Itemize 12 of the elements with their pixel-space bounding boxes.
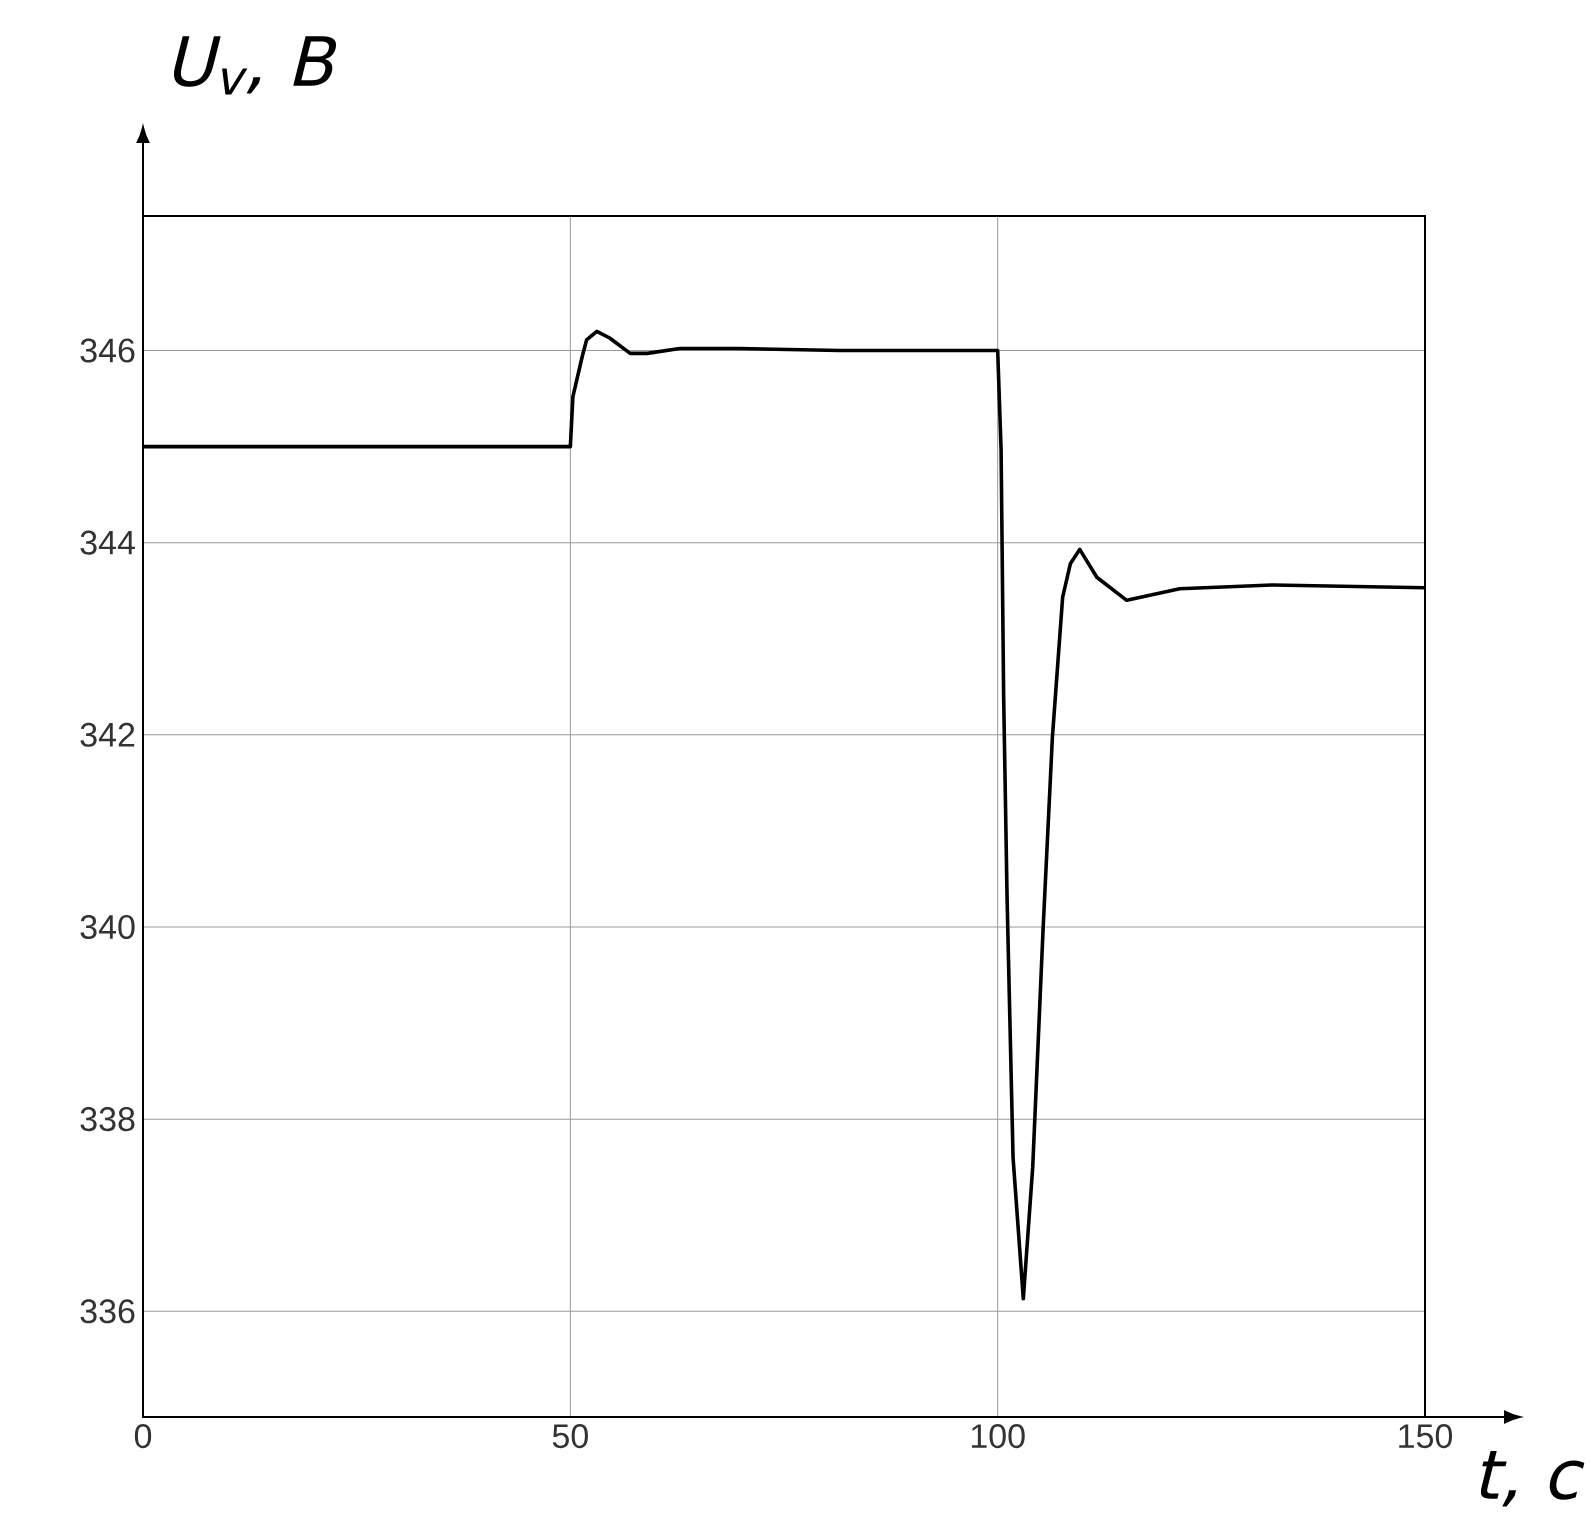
x-tick-label: 0 — [134, 1424, 152, 1449]
y-tick-label: 342 — [80, 722, 135, 747]
y-tick-label: 336 — [80, 1299, 135, 1324]
y-tick-label: 346 — [80, 338, 135, 363]
x-tick-label: 150 — [1399, 1424, 1453, 1449]
y-tick-label: 344 — [80, 530, 135, 555]
y-axis-title: U$_{v}$, В — [173, 36, 337, 95]
y-tick-label: 340 — [80, 914, 135, 940]
y-tick-label: 338 — [80, 1107, 135, 1132]
x-axis-title: t, с — [1480, 1450, 1585, 1507]
x-tick-label: 50 — [552, 1424, 588, 1449]
x-tick-label: 100 — [971, 1424, 1025, 1449]
